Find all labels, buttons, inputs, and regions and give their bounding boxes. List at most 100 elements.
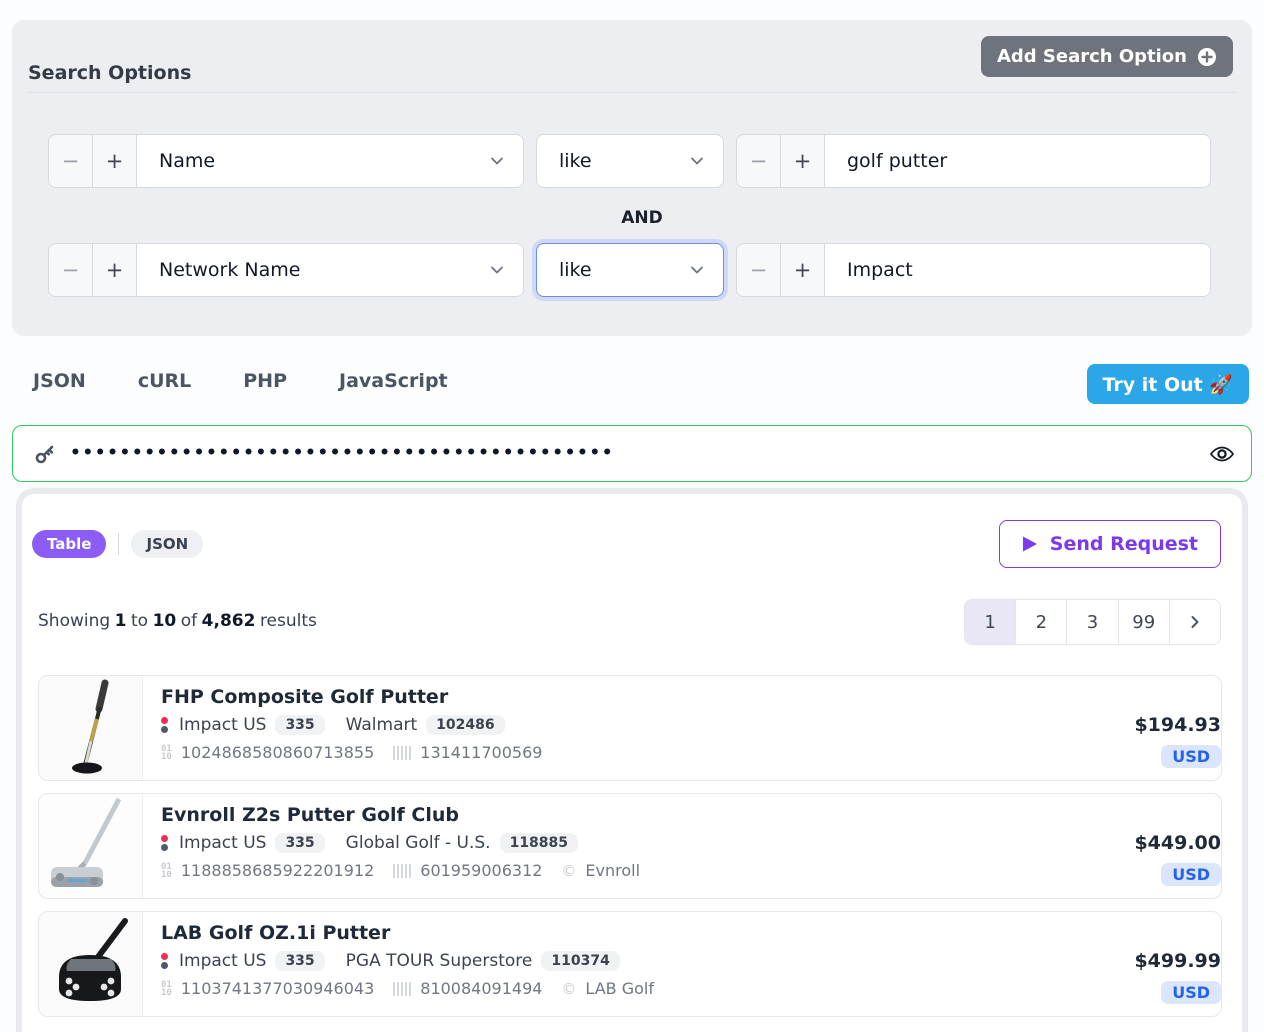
decrement-value-button[interactable]: − xyxy=(737,135,781,187)
operator-select-value: like xyxy=(559,259,592,281)
network-merchant-line: Impact US 335 Walmart 102486 xyxy=(161,715,1203,735)
operator-select-1[interactable]: like xyxy=(536,134,724,188)
increment-value-button[interactable]: + xyxy=(781,135,825,187)
currency-badge: USD xyxy=(1161,981,1221,1004)
chevron-down-icon xyxy=(491,266,503,274)
item-id: 1024868580860713855 xyxy=(180,743,375,762)
plus-circle-icon xyxy=(1198,47,1216,66)
copyright-icon: © xyxy=(561,979,577,998)
chevron-down-icon xyxy=(691,157,703,165)
add-condition-button[interactable]: + xyxy=(93,135,137,187)
results-summary: Showing 1 to 10 of 4,862 results xyxy=(38,611,321,631)
send-request-button[interactable]: Send Request xyxy=(998,520,1221,568)
summary-text: results xyxy=(259,611,317,631)
identifier-line: 01 10 1188858685922201912 601959006312 © … xyxy=(161,861,1203,880)
merchant-id-badge: 102486 xyxy=(426,715,505,735)
identifier-line: 01 10 1024868580860713855 131411700569 xyxy=(161,743,1203,762)
network-name: Impact US xyxy=(179,951,267,971)
product-image xyxy=(39,794,143,898)
summary-from: 1 xyxy=(114,611,127,631)
item-id: 1103741377030946043 xyxy=(180,979,375,998)
tab-curl[interactable]: cURL xyxy=(137,370,192,392)
tab-javascript[interactable]: JavaScript xyxy=(339,370,448,392)
field-select-group-2: − + Network Name xyxy=(48,243,524,297)
pagination: 1 2 3 99 xyxy=(964,599,1221,645)
view-toggle-json[interactable]: JSON xyxy=(131,530,204,558)
merchant-name: Walmart xyxy=(345,715,418,735)
page-button-3[interactable]: 3 xyxy=(1067,600,1119,644)
api-key-field[interactable]: ••••••••••••••••••••••••••••••••••••••••… xyxy=(12,425,1252,482)
value-input-text: golf putter xyxy=(847,150,948,172)
field-select-1[interactable]: Name xyxy=(137,135,523,187)
status-indicator-icon xyxy=(161,835,168,851)
tab-json[interactable]: JSON xyxy=(33,370,86,392)
merchant-id-badge: 118885 xyxy=(499,833,579,853)
product-row[interactable]: Evnroll Z2s Putter Golf Club Impact US 3… xyxy=(38,793,1222,899)
merchant-name: PGA TOUR Superstore xyxy=(345,951,533,971)
decrement-value-button[interactable]: − xyxy=(737,244,781,296)
code-tabs: JSON cURL PHP JavaScript xyxy=(33,370,448,392)
search-options-panel: Search Options Add Search Option − + Nam… xyxy=(12,20,1252,336)
network-name: Impact US xyxy=(179,833,267,853)
summary-text: to xyxy=(131,611,149,631)
add-search-option-button[interactable]: Add Search Option xyxy=(980,36,1233,77)
binary-id-icon: 01 10 xyxy=(161,979,172,998)
value-input-1[interactable]: golf putter xyxy=(825,135,1210,187)
copyright-icon: © xyxy=(561,861,577,880)
operator-select-value: like xyxy=(559,150,592,172)
network-id-badge: 335 xyxy=(275,833,325,853)
binary-id-icon: 01 10 xyxy=(161,861,172,880)
remove-condition-button[interactable]: − xyxy=(49,244,93,296)
network-merchant-line: Impact US 335 PGA TOUR Superstore 110374 xyxy=(161,951,1203,971)
product-details: FHP Composite Golf Putter Impact US 335 … xyxy=(143,676,1221,780)
product-image xyxy=(39,676,143,780)
currency-badge: USD xyxy=(1161,745,1221,768)
upc-code: 131411700569 xyxy=(420,743,543,762)
network-name: Impact US xyxy=(179,715,267,735)
try-it-out-button[interactable]: Try it Out 🚀 xyxy=(1086,364,1249,404)
price: $194.93 xyxy=(1134,714,1221,736)
value-input-text: Impact xyxy=(847,259,913,281)
product-row[interactable]: FHP Composite Golf Putter Impact US 335 … xyxy=(38,675,1222,781)
operator-select-2[interactable]: like xyxy=(536,243,724,297)
upc-code: 601959006312 xyxy=(420,861,543,880)
product-details: LAB Golf OZ.1i Putter Impact US 335 PGA … xyxy=(143,912,1221,1016)
page-button-2[interactable]: 2 xyxy=(1016,600,1068,644)
increment-value-button[interactable]: + xyxy=(781,244,825,296)
summary-to: 10 xyxy=(152,611,177,631)
view-toggle-table[interactable]: Table xyxy=(32,530,107,558)
status-indicator-icon xyxy=(161,953,168,969)
api-key-masked-value: ••••••••••••••••••••••••••••••••••••••••… xyxy=(70,442,615,463)
merchant-id-badge: 110374 xyxy=(541,951,620,971)
chevron-down-icon xyxy=(691,266,703,274)
page-button-1[interactable]: 1 xyxy=(965,600,1017,644)
add-condition-button[interactable]: + xyxy=(93,244,137,296)
price-block: $194.93 USD xyxy=(1081,714,1221,768)
value-input-2[interactable]: Impact xyxy=(825,244,1210,296)
page-button-99[interactable]: 99 xyxy=(1118,600,1170,644)
upc-code: 810084091494 xyxy=(420,979,543,998)
value-input-group-2: − + Impact xyxy=(736,243,1211,297)
toggle-key-visibility-button[interactable] xyxy=(1209,441,1235,467)
field-select-2[interactable]: Network Name xyxy=(137,244,523,296)
field-select-value: Name xyxy=(159,150,216,172)
next-page-button[interactable] xyxy=(1169,600,1220,644)
currency-badge: USD xyxy=(1161,863,1221,886)
chevron-right-icon xyxy=(1191,616,1199,628)
product-title: Evnroll Z2s Putter Golf Club xyxy=(161,804,459,826)
key-icon xyxy=(34,443,56,465)
eye-icon xyxy=(1209,446,1235,461)
product-row[interactable]: LAB Golf OZ.1i Putter Impact US 335 PGA … xyxy=(38,911,1222,1017)
price-block: $499.99 USD xyxy=(1081,950,1221,1004)
remove-condition-button[interactable]: − xyxy=(49,135,93,187)
status-indicator-icon xyxy=(161,717,168,733)
barcode-icon xyxy=(393,981,412,996)
brand-name: Evnroll xyxy=(585,861,641,880)
try-it-out-label: Try it Out 🚀 xyxy=(1102,373,1234,396)
value-input-group-1: − + golf putter xyxy=(736,134,1211,188)
barcode-icon xyxy=(393,863,412,878)
view-toggle: Table JSON xyxy=(32,530,204,558)
network-id-badge: 335 xyxy=(275,715,325,735)
tab-php[interactable]: PHP xyxy=(243,370,288,392)
filter-row-1: − + Name like − + golf putter xyxy=(48,134,1211,188)
